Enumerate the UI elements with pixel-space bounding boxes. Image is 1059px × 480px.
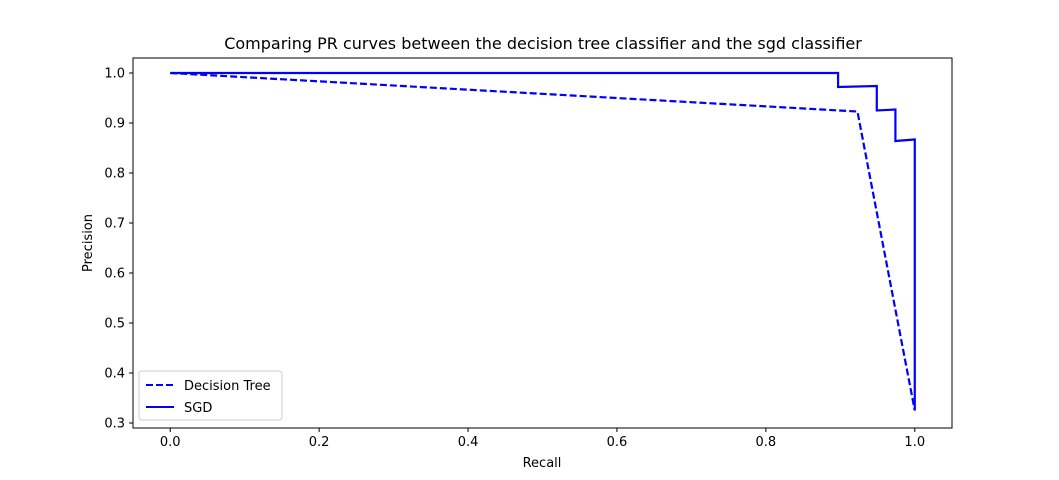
legend-box [138, 370, 283, 421]
legend-label-decision-tree: Decision Tree [184, 379, 271, 394]
x-axis-label: Recall [523, 456, 562, 471]
y-tick-label: 0.3 [104, 417, 125, 432]
y-tick-label: 0.7 [104, 217, 125, 232]
series-line-sgd [170, 71, 916, 411]
y-tick-label: 0.9 [104, 117, 125, 132]
y-tick-label: 0.6 [104, 267, 125, 282]
y-axis-ticks: 0.3 0.4 0.5 0.6 0.7 0.8 0.9 1.0 [104, 67, 133, 432]
y-tick-label: 0.8 [104, 167, 125, 182]
x-tick-label: 0.4 [458, 435, 479, 450]
y-tick-label: 0.4 [104, 367, 125, 382]
legend: Decision Tree SGD [138, 370, 283, 421]
x-tick-label: 0.0 [160, 435, 181, 450]
plot-area: 0.0 0.2 0.4 0.6 0.8 1.0 0.3 0.4 0.5 0.6 0.7 0.8 0.9… [104, 57, 953, 450]
y-tick-label: 0.5 [104, 317, 125, 332]
series-line-decision-tree [170, 71, 916, 411]
x-tick-label: 0.2 [309, 435, 330, 450]
y-axis-label: Precision [81, 214, 96, 272]
series-layer [170, 71, 916, 411]
chart-title: Comparing PR curves between the decision… [224, 34, 862, 53]
x-tick-label: 1.0 [904, 435, 925, 450]
x-tick-label: 0.8 [756, 435, 777, 450]
y-tick-label: 1.0 [104, 67, 125, 82]
x-axis-ticks: 0.0 0.2 0.4 0.6 0.8 1.0 [160, 428, 925, 450]
x-tick-label: 0.6 [607, 435, 628, 450]
axes-frame [132, 57, 953, 429]
legend-label-sgd: SGD [184, 401, 212, 416]
